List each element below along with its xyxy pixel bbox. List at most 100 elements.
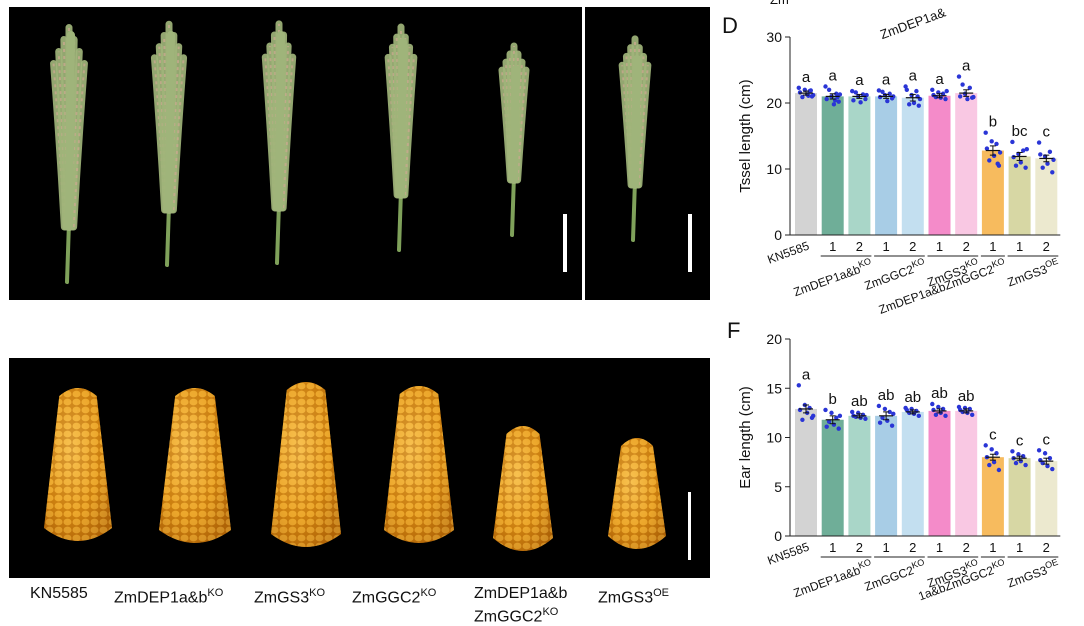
bar xyxy=(901,97,924,235)
bar xyxy=(821,419,844,536)
bar xyxy=(848,96,871,236)
y-tick-label: 15 xyxy=(766,380,782,396)
bar-label: 1 xyxy=(882,239,889,254)
data-point xyxy=(996,467,1002,473)
ear-label-gs3ko: ZmGS3KO xyxy=(254,587,326,607)
data-point xyxy=(1010,139,1015,145)
data-point xyxy=(877,94,883,100)
data-point xyxy=(1036,448,1042,453)
y-axis-label: Tssel length (cm) xyxy=(737,79,754,192)
significance-letter: a xyxy=(829,68,838,85)
tassel-branch-spikelets xyxy=(505,62,513,181)
data-point xyxy=(800,417,805,422)
tassel-central-spike xyxy=(631,55,641,189)
bar xyxy=(955,410,978,536)
data-point xyxy=(800,94,805,100)
data-point xyxy=(797,90,803,95)
data-point xyxy=(904,87,909,93)
bar-label: 1 xyxy=(936,540,943,555)
group-label: ZmGGC2KO xyxy=(862,557,928,594)
data-point xyxy=(880,415,885,420)
data-point xyxy=(811,413,816,419)
data-point xyxy=(916,413,921,419)
significance-letter: a xyxy=(802,69,811,86)
data-point xyxy=(858,100,863,105)
tassel-branch-spikelets xyxy=(264,57,276,209)
data-point xyxy=(983,443,988,448)
bar xyxy=(795,408,817,536)
tassel-stem xyxy=(275,201,281,265)
significance-letter: ab xyxy=(878,387,895,404)
ear-illustration xyxy=(44,382,691,560)
bar-label: 2 xyxy=(909,239,916,254)
ear-3 xyxy=(271,382,341,547)
data-point xyxy=(1047,455,1053,461)
group-label: ZmGS3OE xyxy=(1005,256,1062,290)
data-point xyxy=(836,99,841,104)
data-point xyxy=(1013,163,1019,168)
scale-bar xyxy=(563,214,567,272)
bar-label: 1 xyxy=(1016,540,1023,555)
tassel-branch-spikelets xyxy=(153,57,166,211)
significance-letter: ab xyxy=(931,385,948,402)
significance-letter: a xyxy=(802,366,811,383)
tassel-illustration-oe xyxy=(618,35,692,272)
tassel-branch-spikelets xyxy=(637,65,649,186)
data-point xyxy=(930,401,935,407)
data-point xyxy=(960,82,965,87)
data-point xyxy=(971,94,976,100)
data-point xyxy=(860,92,866,97)
ear-5 xyxy=(493,426,553,551)
bar-label: 2 xyxy=(856,540,863,555)
data-point xyxy=(850,409,855,415)
tassel-branch-spikelets xyxy=(501,70,512,181)
data-point xyxy=(811,92,816,98)
data-point xyxy=(863,416,868,421)
data-point xyxy=(994,141,999,147)
group-label: ZmDEP1a&bKO xyxy=(791,256,875,299)
data-point xyxy=(889,423,895,428)
data-point xyxy=(887,91,892,96)
tassel-4 xyxy=(384,23,418,252)
data-point xyxy=(987,462,992,468)
data-point xyxy=(965,96,970,102)
data-point xyxy=(956,74,962,79)
data-point xyxy=(1016,452,1021,457)
data-point xyxy=(876,88,882,93)
data-point xyxy=(987,158,992,163)
data-point xyxy=(1021,148,1026,153)
data-point xyxy=(885,98,890,104)
data-point xyxy=(1013,460,1019,466)
tassel-branch-spikelets xyxy=(57,51,67,228)
data-point xyxy=(984,146,990,151)
data-point xyxy=(880,89,885,94)
bar xyxy=(1035,461,1058,536)
data-point xyxy=(911,100,917,106)
data-point xyxy=(1023,165,1028,170)
data-point xyxy=(1045,161,1050,166)
tassel-central-spike xyxy=(275,31,285,212)
tassel-5 xyxy=(498,42,530,237)
data-point xyxy=(1024,147,1029,152)
tassel-branch-spikelets xyxy=(403,57,415,196)
bar xyxy=(848,415,871,536)
y-tick-label: 30 xyxy=(766,29,782,45)
data-point xyxy=(1050,170,1055,175)
significance-letter: c xyxy=(1043,431,1051,448)
bar-label: KN5585 xyxy=(765,239,811,267)
significance-letter: ab xyxy=(851,393,868,410)
data-point xyxy=(1010,449,1015,454)
tassel-stem xyxy=(397,188,403,252)
bar xyxy=(875,96,898,236)
ear-shading xyxy=(159,388,231,543)
ear-1 xyxy=(44,388,112,541)
data-point xyxy=(837,413,843,419)
significance-letter: ab xyxy=(904,389,921,406)
group-label: ZmDEP1a&bZmGGC2KO xyxy=(876,256,1008,317)
data-point xyxy=(831,102,837,107)
significance-letter: b xyxy=(989,114,997,131)
data-point xyxy=(958,94,963,99)
ear-shading xyxy=(384,386,454,543)
data-point xyxy=(806,93,811,98)
